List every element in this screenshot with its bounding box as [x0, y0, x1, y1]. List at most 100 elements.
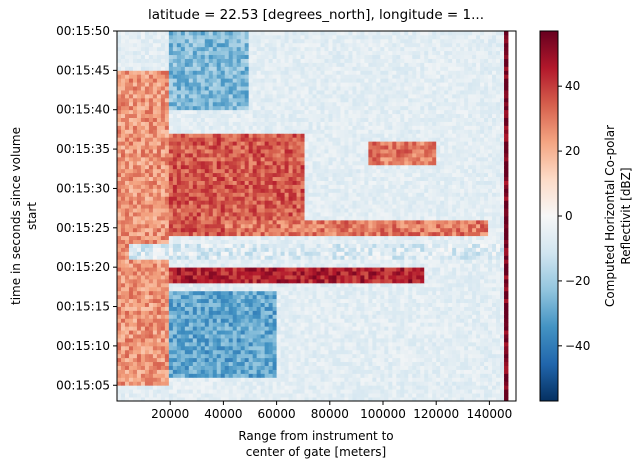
heatmap-cell	[117, 282, 122, 288]
heatmap-cell	[228, 227, 234, 233]
heatmap-cell	[472, 298, 477, 303]
heatmap-cell	[268, 318, 274, 323]
heatmap-cell	[276, 334, 281, 339]
heatmap-cell	[276, 275, 281, 280]
heatmap-cell	[492, 361, 497, 366]
heatmap-cell	[220, 282, 226, 288]
heatmap-cell	[476, 255, 481, 260]
heatmap-cell	[436, 294, 441, 300]
heatmap-cell	[284, 314, 289, 319]
heatmap-cell	[172, 200, 178, 205]
heatmap-cell	[344, 369, 349, 374]
heatmap-cell	[360, 294, 365, 300]
heatmap-cell	[464, 338, 469, 343]
heatmap-cell	[344, 208, 349, 213]
heatmap-cell	[444, 377, 449, 382]
heatmap-cell	[196, 306, 202, 311]
heatmap-cell	[152, 314, 158, 319]
heatmap-cell	[180, 314, 186, 319]
heatmap-cell	[396, 381, 401, 386]
heatmap-cell	[320, 345, 325, 351]
heatmap-cell	[424, 212, 429, 217]
heatmap-cell	[384, 381, 389, 386]
heatmap-cell	[364, 338, 369, 343]
heatmap-cell	[316, 251, 321, 256]
heatmap-cell	[136, 377, 142, 382]
heatmap-cell	[340, 278, 345, 284]
heatmap-cell	[384, 365, 389, 370]
heatmap-cell	[140, 341, 146, 347]
heatmap-cell	[372, 310, 377, 315]
heatmap-cell	[268, 322, 274, 327]
heatmap-cell	[188, 353, 194, 359]
heatmap-cell	[364, 200, 369, 205]
heatmap-cell	[280, 219, 285, 225]
heatmap-cell	[128, 393, 134, 398]
heatmap-cell	[456, 294, 461, 300]
heatmap-cell	[340, 271, 345, 276]
heatmap-cell	[424, 216, 429, 221]
heatmap-cell	[340, 282, 345, 288]
heatmap-cell	[140, 235, 146, 241]
heatmap-cell	[356, 369, 361, 374]
heatmap-cell	[408, 212, 413, 217]
heatmap-cell	[260, 310, 266, 315]
heatmap-cell	[420, 227, 425, 233]
heatmap-cell	[248, 385, 254, 390]
heatmap-cell	[228, 314, 234, 319]
heatmap-cell	[300, 365, 305, 370]
heatmap-cell	[164, 298, 170, 303]
heatmap-cell	[452, 290, 457, 296]
heatmap-cell	[388, 357, 393, 363]
heatmap-cell	[216, 263, 222, 268]
heatmap-cell	[168, 235, 174, 241]
heatmap-cell	[196, 200, 202, 205]
heatmap-cell	[416, 397, 421, 402]
heatmap-cell	[244, 357, 250, 363]
heatmap-cell	[504, 219, 509, 225]
heatmap-cell	[272, 255, 277, 260]
heatmap-cell	[324, 334, 329, 339]
heatmap-cell	[228, 282, 234, 288]
heatmap-cell	[152, 278, 158, 284]
heatmap-cell	[484, 369, 489, 374]
heatmap-cell	[376, 290, 381, 296]
heatmap-cell	[236, 231, 242, 237]
heatmap-cell	[324, 294, 329, 300]
heatmap-cell	[192, 200, 198, 205]
heatmap-cell	[484, 259, 489, 264]
heatmap-cell	[188, 302, 194, 307]
heatmap-cell	[324, 227, 329, 233]
heatmap-cell	[460, 357, 465, 363]
heatmap-cell	[448, 326, 453, 331]
heatmap-cell	[408, 278, 413, 284]
heatmap-cell	[144, 322, 150, 327]
heatmap-cell	[228, 278, 234, 284]
heatmap-cell	[416, 231, 421, 237]
heatmap-cell	[356, 259, 361, 264]
heatmap-cell	[176, 247, 182, 252]
heatmap-cell	[136, 235, 142, 241]
heatmap-cell	[468, 397, 473, 402]
heatmap-cell	[368, 397, 373, 402]
heatmap-cell	[164, 247, 170, 252]
heatmap-cell	[336, 282, 341, 288]
heatmap-cell	[372, 326, 377, 331]
heatmap-cell	[492, 223, 497, 229]
heatmap-cell	[296, 385, 301, 390]
heatmap-cell	[260, 259, 266, 264]
heatmap-cell	[264, 263, 270, 268]
heatmap-cell	[200, 361, 206, 366]
heatmap-cell	[117, 216, 122, 221]
heatmap-cell	[484, 267, 489, 272]
heatmap-cell	[256, 369, 262, 374]
heatmap-cell	[396, 223, 401, 229]
heatmap-cell	[356, 239, 361, 244]
heatmap-cell	[404, 275, 409, 280]
heatmap-cell	[236, 361, 242, 366]
heatmap-cell	[144, 286, 150, 292]
heatmap-cell	[452, 212, 457, 217]
heatmap-cell	[476, 223, 481, 229]
heatmap-cell	[232, 381, 238, 386]
heatmap-cell	[444, 373, 449, 378]
